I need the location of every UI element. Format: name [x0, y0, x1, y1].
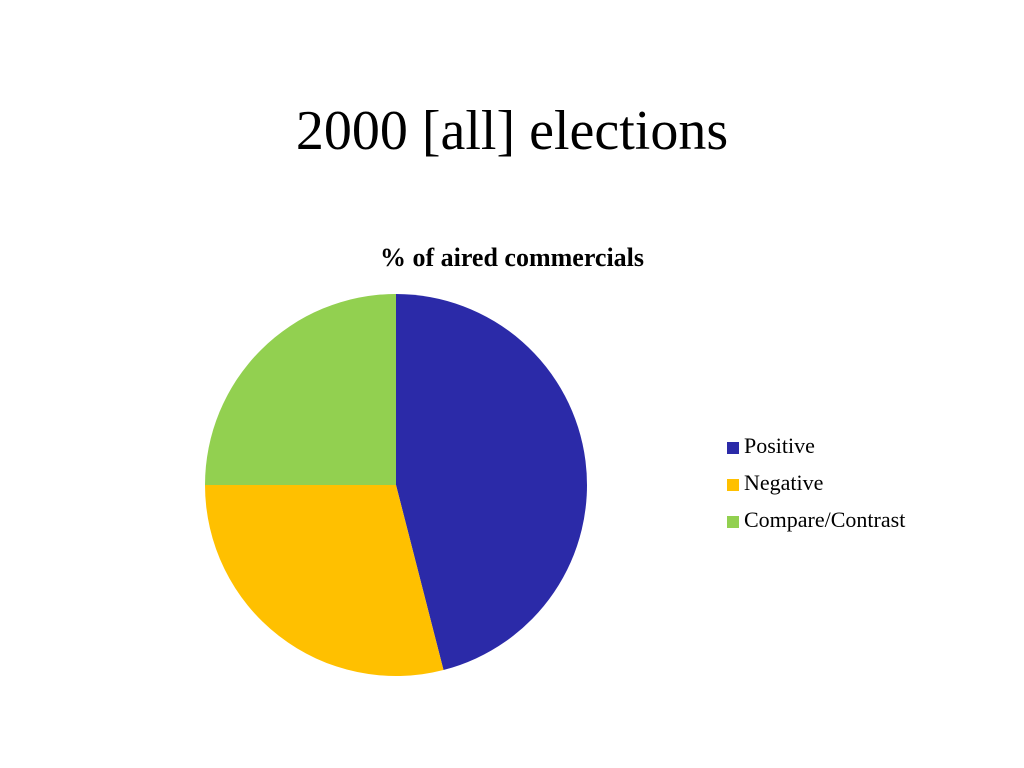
legend-swatch	[727, 516, 739, 528]
legend-label: Positive	[744, 433, 815, 458]
chart-title: % of aired commercials	[380, 243, 644, 272]
legend-swatch	[727, 442, 739, 454]
legend-swatch	[727, 479, 739, 491]
pie-slice	[205, 294, 396, 485]
slide-title: 2000 [all] elections	[296, 100, 728, 162]
pie-slice	[396, 294, 587, 670]
legend-label: Negative	[744, 470, 823, 495]
legend-label: Compare/Contrast	[744, 507, 905, 532]
pie-slice	[205, 485, 444, 676]
